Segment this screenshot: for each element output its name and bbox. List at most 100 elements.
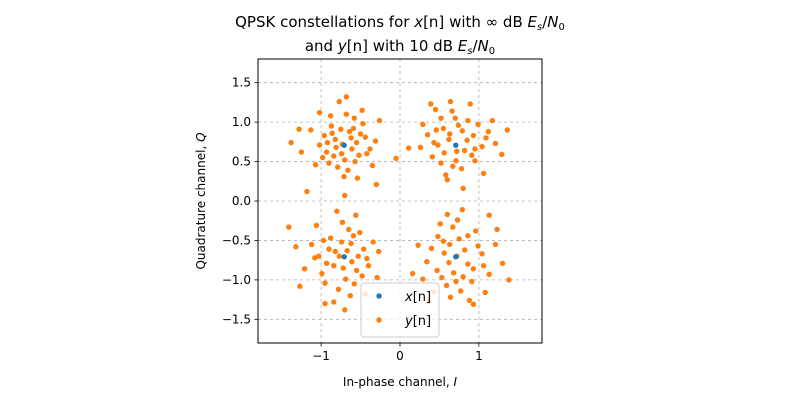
- data-point: [465, 233, 471, 239]
- data-point: [450, 270, 457, 276]
- data-point: [460, 185, 466, 192]
- legend: x[n] y[n]: [360, 282, 440, 338]
- data-point: [461, 247, 468, 253]
- data-point: [417, 144, 424, 151]
- data-point: [348, 240, 354, 247]
- legend-label-y: y[n]: [404, 314, 431, 329]
- data-point: [460, 274, 466, 280]
- data-point: [351, 281, 357, 287]
- data-point: [357, 229, 363, 236]
- data-point: [432, 106, 439, 113]
- data-point: [465, 117, 471, 124]
- data-point: [441, 250, 447, 256]
- data-point: [466, 297, 473, 304]
- data-point: [359, 107, 365, 113]
- data-point: [342, 276, 349, 282]
- data-point: [444, 211, 451, 218]
- data-point: [336, 98, 342, 105]
- y-tick-label: 0.0: [232, 194, 251, 208]
- y-tick-label: 0.5: [232, 155, 251, 169]
- data-point: [326, 160, 332, 166]
- data-point: [331, 153, 337, 159]
- data-point: [431, 139, 437, 146]
- data-point: [440, 125, 447, 132]
- data-point: [323, 260, 330, 267]
- data-point: [472, 158, 478, 164]
- data-point: [456, 236, 462, 242]
- y-axis-label: Quadrature channel, Q: [194, 132, 208, 269]
- data-point: [362, 134, 368, 140]
- data-point: [343, 111, 350, 117]
- data-point: [332, 136, 339, 143]
- data-point: [473, 228, 479, 234]
- data-point: [453, 142, 459, 148]
- x-axis-ticks: −1 0 1: [312, 343, 483, 363]
- data-point: [312, 162, 319, 168]
- data-point: [338, 126, 344, 132]
- y-tick-label: −1.0: [222, 273, 251, 287]
- data-point: [341, 173, 347, 180]
- data-point: [494, 226, 500, 233]
- data-point: [336, 253, 342, 259]
- data-point: [293, 244, 299, 250]
- data-point: [438, 115, 444, 121]
- data-point: [288, 139, 294, 146]
- data-point: [357, 131, 364, 137]
- data-point: [328, 123, 335, 129]
- data-point: [352, 158, 358, 165]
- data-point: [341, 142, 347, 148]
- data-point: [458, 165, 465, 172]
- y-tick-label: −1.5: [222, 312, 251, 326]
- data-point: [482, 289, 488, 296]
- data-point: [483, 135, 489, 141]
- data-point: [333, 144, 339, 151]
- data-point: [480, 170, 487, 177]
- data-point: [373, 181, 380, 188]
- data-point: [437, 221, 443, 227]
- data-point: [348, 135, 354, 141]
- data-point: [486, 271, 492, 278]
- chart-title-line-1: QPSK constellations for x[n] with ∞ dB E…: [235, 13, 565, 33]
- data-point: [489, 117, 495, 124]
- data-point: [428, 245, 435, 252]
- series-x: [341, 142, 459, 260]
- data-point: [369, 162, 376, 169]
- data-point: [308, 127, 314, 133]
- data-point: [443, 172, 449, 178]
- data-point: [359, 273, 365, 279]
- data-point: [447, 294, 454, 300]
- y-tick-label: 1.0: [232, 115, 251, 129]
- data-point: [329, 130, 335, 136]
- data-point: [367, 146, 373, 152]
- data-point: [349, 259, 355, 265]
- data-point: [454, 217, 461, 223]
- data-point: [350, 125, 357, 132]
- data-point: [453, 254, 459, 260]
- data-point: [492, 140, 499, 147]
- data-point: [374, 274, 380, 281]
- data-point: [304, 188, 310, 195]
- data-point: [429, 154, 436, 160]
- y-tick-label: 1.5: [232, 76, 251, 90]
- data-point: [470, 132, 477, 139]
- data-point: [342, 157, 348, 163]
- data-point: [443, 282, 450, 289]
- data-point: [504, 127, 510, 133]
- data-point: [347, 292, 353, 299]
- data-point: [470, 266, 477, 272]
- data-point: [420, 121, 426, 128]
- data-point: [364, 150, 370, 157]
- data-point: [459, 206, 466, 213]
- data-point: [351, 115, 357, 121]
- data-point: [492, 241, 499, 248]
- data-point: [479, 143, 485, 150]
- data-point: [346, 226, 352, 233]
- data-point: [465, 261, 471, 267]
- data-points: [286, 94, 512, 313]
- data-point: [345, 167, 351, 173]
- data-point: [439, 274, 445, 281]
- data-point: [320, 237, 327, 244]
- data-point: [475, 243, 481, 249]
- data-point: [332, 248, 339, 255]
- data-point: [453, 278, 459, 285]
